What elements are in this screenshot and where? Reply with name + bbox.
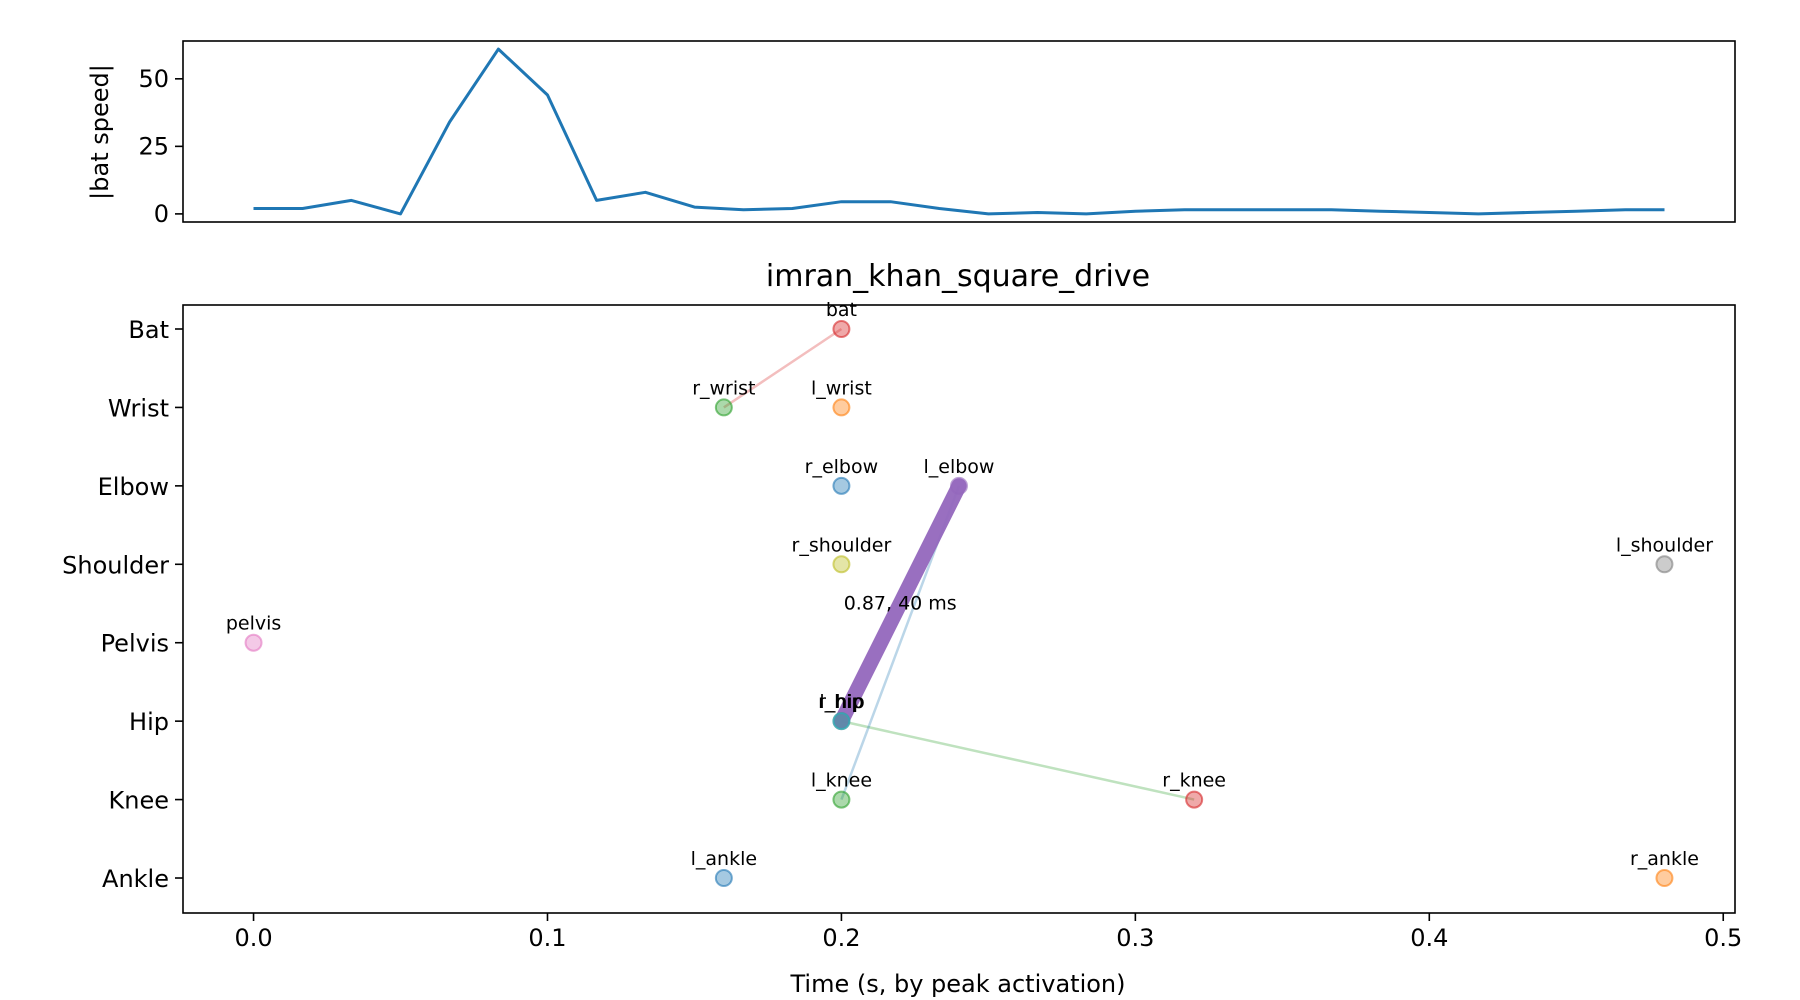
x-tick-label: 0.5 [1704, 924, 1742, 952]
label-l_ankle: l_ankle [691, 848, 757, 870]
category-tick-label: Elbow [98, 473, 169, 501]
category-y-ticks: Bat Wrist Elbow Shoulder Pelvis Hip Knee Ankle [62, 316, 183, 893]
label-r_shoulder: r_shoulder [792, 534, 892, 556]
activation-link [841, 719, 1195, 801]
y-tick-label: 25 [138, 132, 169, 160]
label-bat: bat [826, 299, 857, 321]
bat-speed-plot-area [183, 41, 1735, 222]
point-bat [832, 320, 851, 338]
activation-links [723, 327, 1195, 801]
point-pelvis [244, 633, 263, 652]
bat-speed-frame [182, 40, 1736, 223]
label-l_hip: l_hip [819, 691, 863, 713]
label-l_wrist: l_wrist [811, 377, 872, 399]
category-tick-label: Bat [128, 316, 169, 344]
x-tick-label: 0.0 [234, 924, 272, 952]
label-l_shoulder: l_shoulder [1616, 534, 1713, 556]
category-tick-label: Wrist [108, 394, 169, 422]
point-l_knee [832, 790, 851, 809]
label-r_wrist: r_wrist [692, 377, 755, 399]
category-tick-label: Ankle [102, 865, 169, 893]
bat-speed-line [253, 47, 1665, 216]
bat-speed-y-ticks: 0 25 50 [138, 65, 183, 228]
link-annotation: 0.87, 40 ms [844, 592, 957, 614]
point-l_elbow [950, 476, 968, 495]
label-r_hip: r_hip [818, 691, 865, 713]
x-axis-label: Time (s, by peak activation) [789, 970, 1125, 998]
point-r_elbow [832, 476, 851, 495]
point-r_shoulder [832, 555, 851, 574]
x-tick-label: 0.3 [1116, 924, 1154, 952]
activation-panel: imran_khan_square_drive bat r_wrist l_wris… [62, 259, 1742, 998]
point-r_ankle [1655, 869, 1674, 888]
label-pelvis: pelvis [226, 613, 281, 635]
label-r_knee: r_knee [1162, 770, 1226, 792]
activation-link [723, 327, 843, 409]
label-r_elbow: r_elbow [805, 456, 879, 478]
point-r_wrist [714, 398, 733, 417]
activation-points [244, 320, 1674, 888]
activation-frame [182, 304, 1736, 914]
time-x-ticks: 0.0 0.1 0.2 0.3 0.4 0.5 [234, 913, 1742, 952]
x-tick-label: 0.2 [822, 924, 860, 952]
point-l_hip [832, 712, 851, 731]
y-tick-label: 50 [138, 65, 169, 93]
category-tick-label: Knee [109, 787, 169, 815]
point-l_wrist [832, 398, 851, 417]
activation-point-labels: bat r_wrist l_wrist r_elbow l_elbow r_shoulde… [226, 299, 1713, 870]
x-tick-label: 0.1 [528, 924, 566, 952]
chart-title: imran_khan_square_drive [766, 259, 1150, 294]
label-r_ankle: r_ankle [1630, 848, 1699, 870]
category-tick-label: Shoulder [62, 551, 169, 579]
category-tick-label: Pelvis [101, 630, 169, 658]
bat-speed-y-axis-label: |bat speed| [86, 64, 114, 200]
activation-plot-area [183, 305, 1735, 913]
label-l_knee: l_knee [811, 770, 872, 792]
activation-annotations: 0.87, 40 ms [844, 592, 957, 614]
label-l_elbow: l_elbow [924, 456, 995, 478]
point-l_ankle [714, 869, 733, 888]
category-tick-label: Hip [129, 708, 169, 736]
y-tick-label: 0 [154, 200, 169, 228]
point-l_shoulder [1655, 555, 1674, 574]
point-r_knee [1185, 790, 1204, 809]
bat-speed-panel: 0 25 50 |bat speed| [86, 40, 1736, 228]
strongest-link [833, 478, 967, 729]
x-tick-label: 0.4 [1410, 924, 1448, 952]
